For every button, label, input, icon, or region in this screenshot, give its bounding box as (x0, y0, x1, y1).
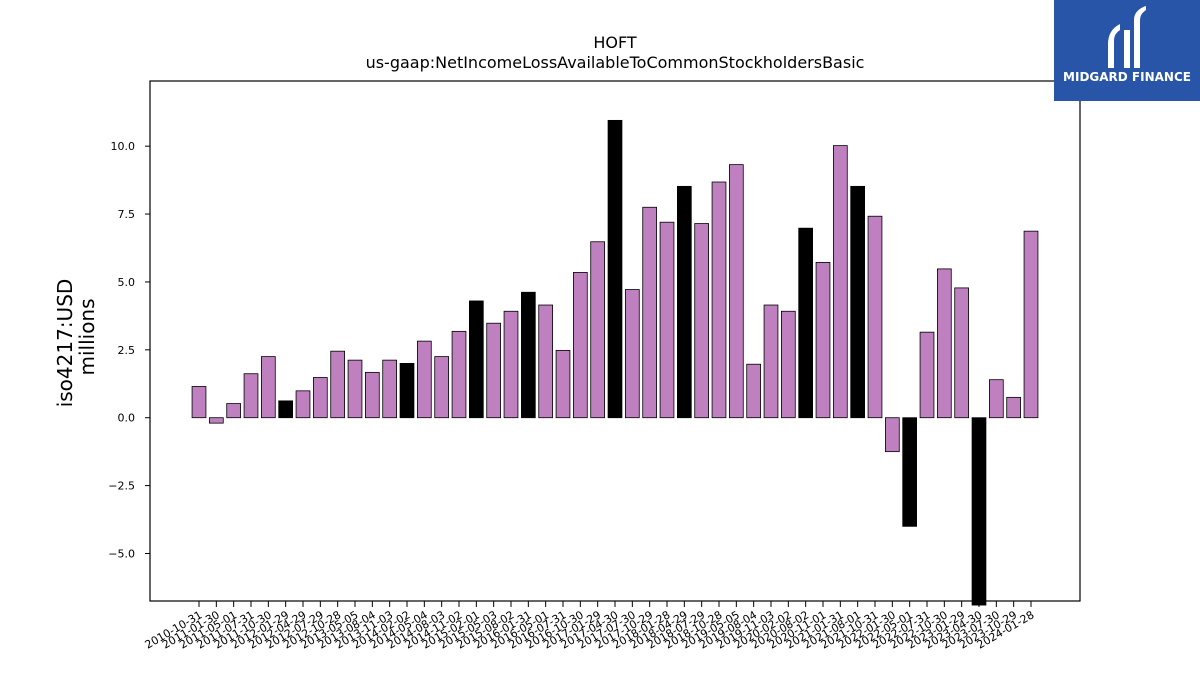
bar-2023-10-29 (1006, 396, 1022, 419)
bar-2021-10-31 (867, 215, 883, 419)
logo-mark-icon (1108, 6, 1146, 68)
bar-2012-04-29 (295, 390, 311, 419)
bar-2019-05-05 (729, 164, 744, 419)
bar-2022-01-30 (885, 417, 900, 453)
bar-2017-04-30 (607, 119, 623, 419)
bar-2020-08-02 (798, 227, 814, 419)
bar-2024-01-28 (1023, 230, 1039, 419)
bar-2022-05-01 (902, 417, 918, 527)
bar-2014-05-04 (416, 340, 432, 419)
bar-2012-01-29 (278, 400, 294, 419)
bars-group (191, 119, 1039, 606)
bar-2016-07-31 (555, 349, 571, 419)
bar-2023-01-29 (954, 287, 970, 419)
y-tick-label: 5.0 (118, 276, 136, 289)
bar-2011-01-30 (208, 417, 224, 424)
y-tick-label: 2.5 (118, 344, 136, 357)
bar-2023-07-30 (989, 379, 1004, 419)
bar-2018-10-28 (711, 181, 727, 419)
bar-2016-01-31 (521, 291, 536, 419)
bar-2019-11-03 (763, 304, 779, 419)
bar-2014-02-02 (399, 363, 415, 419)
bar-2011-05-01 (226, 403, 242, 419)
bar-2018-01-28 (659, 221, 675, 419)
y-tick-label: 7.5 (118, 208, 136, 221)
bar-2015-08-02 (503, 310, 519, 419)
bar-2010-10-31 (191, 386, 207, 419)
y-axis: −5.0 −2.5 0.0 2.5 5.0 7.5 10.0 (108, 140, 150, 560)
y-tick-label: −2.5 (108, 480, 135, 493)
logo-text: MIDGARD FINANCE (1063, 70, 1191, 84)
x-axis: 2010-10-312011-01-302011-05-012011-07-31… (143, 601, 1037, 652)
y-tick-label: 10.0 (111, 140, 136, 153)
bar-2022-07-31 (919, 331, 935, 419)
bar-2011-07-31 (243, 373, 259, 419)
bar-2013-05-05 (347, 359, 363, 419)
bar-2017-07-30 (625, 289, 640, 419)
chart-title: HOFT (593, 33, 637, 52)
bar-2017-01-29 (590, 241, 606, 419)
bar-2021-01-31 (833, 145, 848, 419)
bar-2017-10-29 (642, 206, 658, 419)
bar-2020-11-01 (815, 261, 831, 419)
y-tick-label: −5.0 (108, 547, 135, 560)
bar-2018-04-29 (677, 185, 692, 419)
bar-2020-02-02 (781, 310, 796, 419)
bar-2018-07-29 (694, 223, 710, 419)
bar-2012-10-28 (330, 350, 346, 419)
bar-2013-11-03 (382, 359, 398, 419)
plot-frame (149, 80, 1081, 602)
bar-2011-10-30 (260, 356, 276, 419)
bar-2014-08-03 (434, 356, 450, 419)
chart-subtitle: us-gaap:NetIncomeLossAvailableToCommonSt… (366, 53, 865, 72)
y-axis-label-line2: millions (75, 298, 99, 375)
y-axis-label-line1: iso4217:USD (53, 279, 77, 408)
bar-2016-10-30 (573, 272, 588, 419)
bar-2019-08-04 (746, 363, 762, 419)
bar-2016-05-01 (538, 304, 554, 419)
brand-logo: MIDGARD FINANCE (1054, 0, 1200, 101)
bar-2015-02-01 (468, 300, 484, 419)
bar-2021-08-01 (850, 185, 866, 419)
y-tick-label: 0.0 (118, 412, 136, 425)
bar-2014-11-02 (451, 330, 467, 419)
bar-2022-10-30 (937, 268, 952, 419)
bar-2012-07-29 (312, 377, 328, 419)
bar-2023-04-30 (971, 417, 987, 606)
bar-2015-05-03 (486, 322, 502, 419)
bar-2013-08-04 (364, 371, 380, 419)
